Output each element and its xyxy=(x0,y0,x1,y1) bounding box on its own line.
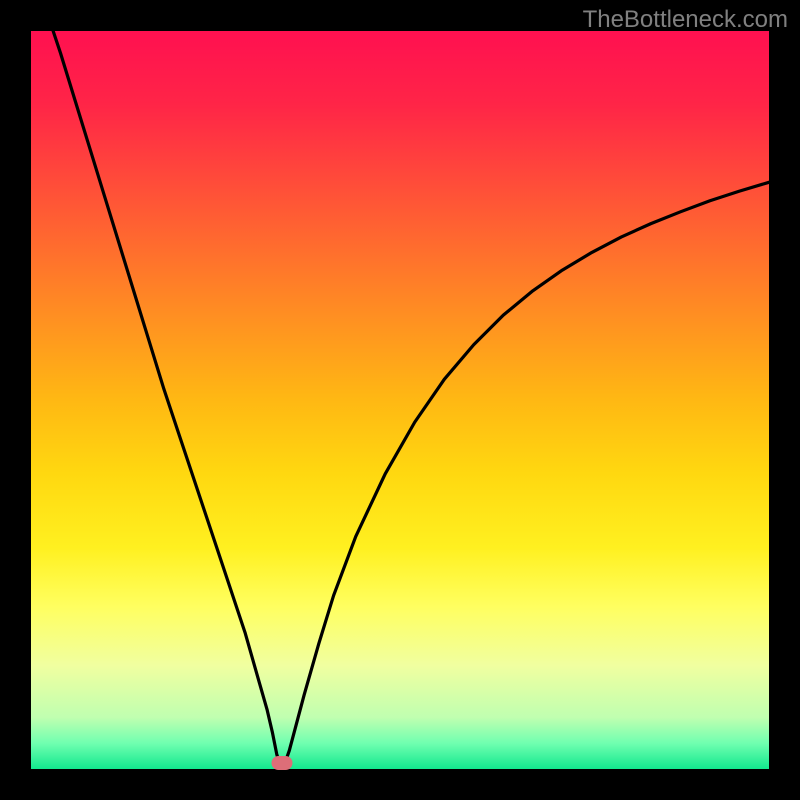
plot-area xyxy=(31,31,769,769)
bottleneck-curve xyxy=(31,31,769,769)
watermark-text: TheBottleneck.com xyxy=(583,6,788,34)
chart-frame: TheBottleneck.com xyxy=(0,0,800,800)
optimal-point-marker xyxy=(271,756,292,770)
